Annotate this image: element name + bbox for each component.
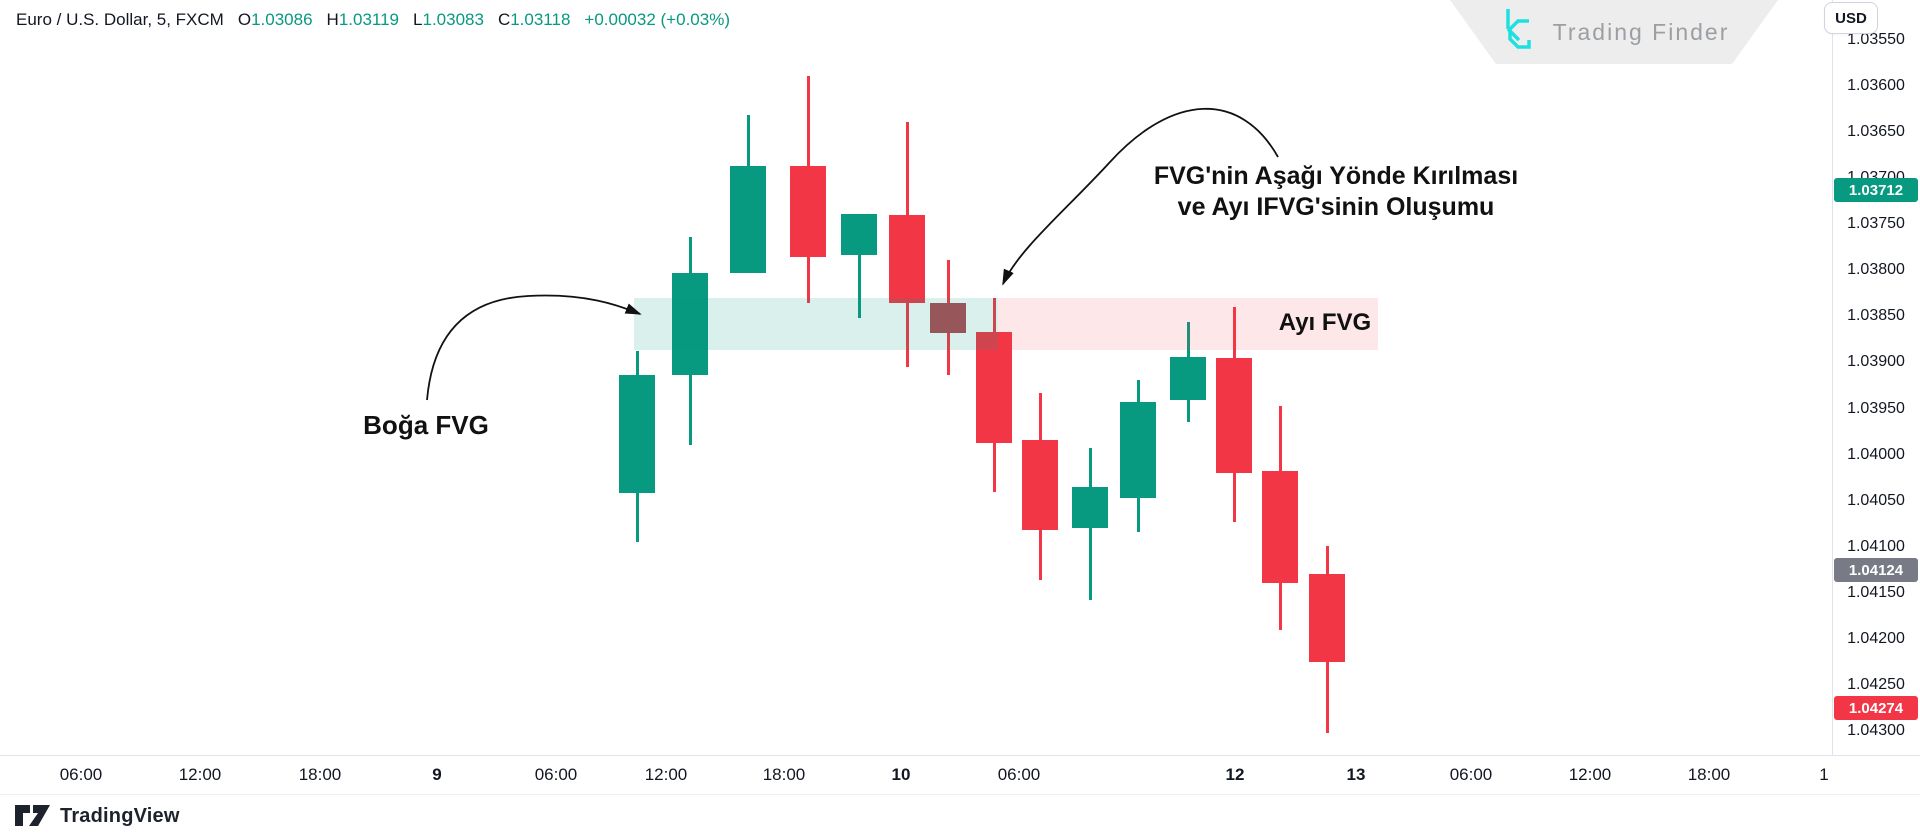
candle-body: [730, 166, 766, 273]
price-axis-label: 1.03800: [1847, 261, 1905, 278]
ifvg-annotation-label: FVG'nin Aşağı Yönde Kırılması ve Ayı IFV…: [1136, 161, 1536, 223]
bear-fvg-zone-label: Ayı FVG: [1278, 309, 1372, 336]
candle-body: [930, 303, 966, 333]
trading-finder-brand-text: Trading Finder: [1552, 18, 1730, 45]
symbol-title: Euro / U.S. Dollar, 5, FXCM: [16, 10, 224, 29]
bull-fvg-annotation-label: Boğa FVG: [363, 410, 489, 440]
time-axis-label: 18:00: [762, 765, 806, 784]
time-axis-label: 06:00: [1449, 765, 1493, 784]
candle-body: [1309, 574, 1345, 662]
ifvg-annotation-line2: ve Ayı IFVG'sinin Oluşumu: [1177, 193, 1495, 221]
tradingview-brand-text: TradingView: [60, 804, 180, 827]
bottom-border: [0, 794, 1920, 795]
candle-body: [672, 273, 708, 375]
price-axis-label: 1.04100: [1847, 538, 1905, 555]
price-badge: 1.04124: [1834, 558, 1918, 582]
ohlc-close: C1.03118: [497, 10, 571, 29]
time-axis-label: 06:00: [997, 765, 1041, 784]
time-axis-label: 12:00: [644, 765, 688, 784]
trading-finder-logo-icon: [1505, 9, 1531, 49]
time-axis-label: 1: [1819, 765, 1829, 784]
time-axis-label: 12: [1225, 765, 1245, 784]
price-axis-label: 1.03600: [1847, 77, 1905, 94]
candle-body: [1072, 487, 1108, 528]
symbol-legend[interactable]: Euro / U.S. Dollar, 5, FXCM O1.03086 H1.…: [16, 10, 730, 30]
fvg-zone: [634, 298, 998, 350]
candle-body: [889, 215, 925, 303]
time-axis-label: 12:00: [1568, 765, 1612, 784]
tradingview-logo-icon: [15, 805, 50, 826]
price-axis-label: 1.03950: [1847, 400, 1905, 417]
price-change: +0.00032 (+0.03%): [584, 10, 730, 29]
price-axis-label: 1.03750: [1847, 215, 1905, 232]
price-axis-label: 1.03850: [1847, 307, 1905, 324]
ohlc-low: L1.03083: [413, 10, 484, 29]
price-axis[interactable]: 1.035501.036001.036501.037001.037501.038…: [1832, 0, 1920, 755]
ohlc-high: H1.03119: [326, 10, 400, 29]
tradingview-brand[interactable]: TradingView: [14, 802, 180, 830]
trading-finder-watermark: Trading Finder: [1450, 0, 1778, 64]
ohlc-open: O1.03086: [237, 10, 313, 29]
price-axis-label: 1.04200: [1847, 630, 1905, 647]
plot-area[interactable]: [0, 0, 1832, 755]
price-axis-label: 1.03900: [1847, 353, 1905, 370]
price-axis-label: 1.04300: [1847, 722, 1905, 739]
price-axis-label: 1.04050: [1847, 492, 1905, 509]
time-axis-label: 06:00: [534, 765, 578, 784]
candle-body: [1262, 471, 1298, 583]
candle-body: [790, 166, 826, 257]
price-axis-label: 1.03650: [1847, 123, 1905, 140]
price-badge: 1.04274: [1834, 696, 1918, 720]
time-axis-label: 10: [891, 765, 911, 784]
time-axis-label: 18:00: [298, 765, 342, 784]
price-badge: 1.03712: [1834, 178, 1918, 202]
candle-body: [1120, 402, 1156, 498]
price-axis-label: 1.04150: [1847, 584, 1905, 601]
time-axis-label: 9: [432, 765, 442, 784]
time-axis-separator: [0, 755, 1920, 756]
time-axis[interactable]: 06:00 12:00 18:00 9 06:00 12:00 18:00 10 06:00 12…: [0, 755, 1920, 795]
candle-body: [841, 214, 877, 255]
currency-button[interactable]: USD: [1824, 2, 1878, 34]
price-axis-label: 1.03550: [1847, 31, 1905, 48]
time-axis-label: 12:00: [178, 765, 222, 784]
candle-body: [1170, 357, 1206, 400]
candle-wick: [857, 214, 861, 318]
fvg-zone: [998, 298, 1378, 350]
candle-body: [976, 332, 1012, 443]
price-axis-separator: [1832, 0, 1833, 755]
time-axis-label: 13: [1346, 765, 1366, 784]
ifvg-annotation-line1: FVG'nin Aşağı Yönde Kırılması: [1153, 162, 1519, 190]
time-axis-label: 06:00: [59, 765, 103, 784]
time-axis-label: 18:00: [1687, 765, 1731, 784]
candle-body: [1216, 358, 1252, 473]
candle-body: [619, 375, 655, 493]
price-axis-label: 1.04000: [1847, 446, 1905, 463]
price-axis-label: 1.04250: [1847, 676, 1905, 693]
candle-body: [1022, 440, 1058, 530]
